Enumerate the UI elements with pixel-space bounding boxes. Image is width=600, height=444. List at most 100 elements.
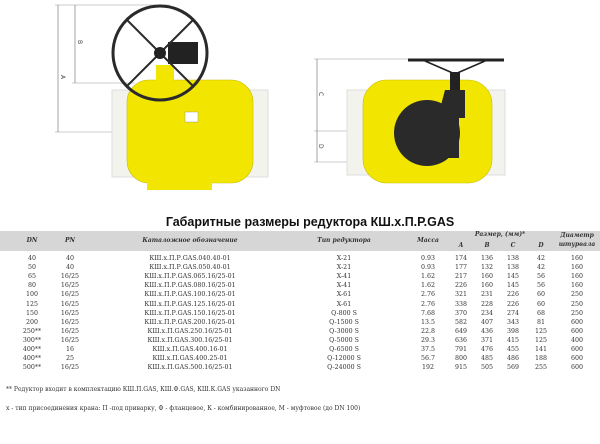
nameplate — [184, 111, 199, 123]
cell-pn: 16/25 — [60, 327, 80, 335]
cell-dn: 150 — [25, 309, 39, 317]
table-row: 40 40 КШ.х.П.Р.GAS.040.40-01 X-21 0.93 174 136… — [0, 255, 600, 263]
cell-dn: 80 — [27, 282, 37, 290]
cell-d: 68 — [536, 309, 546, 317]
header-type: Тип редуктора — [317, 237, 371, 244]
gearbox-side — [394, 100, 460, 166]
cell-c: 145 — [506, 273, 520, 281]
cell-d: 81 — [536, 318, 546, 326]
cell-c: 486 — [506, 355, 520, 363]
cell-mass: 13.5 — [420, 318, 436, 326]
cell-pn: 16/25 — [60, 336, 80, 344]
cell-a: 582 — [454, 318, 468, 326]
cell-catalog: КШ.х.П.Р.GAS.125.16/25-01 — [144, 300, 236, 308]
cell-b: 436 — [480, 327, 494, 335]
cell-c: 138 — [506, 255, 520, 262]
cell-c: 274 — [506, 309, 520, 317]
handwheel — [111, 4, 209, 102]
cell-a: 636 — [454, 336, 468, 344]
header-d: D — [538, 242, 544, 249]
cell-type: X-61 — [336, 300, 352, 308]
table-row: 80 16/25 КШ.х.П.Р.GAS.080.16/25-01 X-41 1.62… — [0, 282, 600, 290]
cell-c: 226 — [506, 291, 520, 299]
cell-type: Q-800 S — [331, 309, 357, 317]
cell-a: 177 — [454, 264, 468, 272]
cell-mass: 0.93 — [420, 255, 436, 262]
side-view-drawing: C D — [314, 58, 506, 184]
cell-catalog: КШ.х.П.GAS.400.25-01 — [152, 355, 228, 363]
cell-dn: 40 — [27, 255, 37, 262]
table-header: DN PN Каталожное обозначение Тип редукто… — [0, 231, 600, 251]
table-row: 100 16/25 КШ.х.П.Р.GAS.100.16/25-01 X-61 2.7… — [0, 291, 600, 299]
cell-wheel: 600 — [570, 364, 584, 372]
cell-c: 145 — [506, 282, 520, 290]
cell-catalog: КШ.х.П.GAS.300.16/25-01 — [147, 336, 233, 344]
cell-dn: 65 — [27, 273, 37, 281]
cell-catalog: КШ.х.П.Р.GAS.080.16/25-01 — [144, 282, 236, 290]
cell-d: 56 — [536, 273, 546, 281]
cell-pn: 16/25 — [60, 273, 80, 281]
header-pn: PN — [65, 237, 75, 244]
cell-a: 370 — [454, 309, 468, 317]
dimension-a-label: A — [59, 75, 66, 80]
cell-dn: 250** — [22, 327, 42, 335]
cell-d: 188 — [534, 355, 548, 363]
cell-pn: 16 — [65, 346, 75, 353]
cell-type: X-21 — [336, 255, 352, 262]
cell-dn: 100 — [25, 291, 39, 299]
cell-mass: 1.62 — [420, 273, 436, 281]
cell-dn: 300** — [22, 336, 42, 344]
cell-mass: 2.76 — [420, 300, 436, 308]
header-size: Размер, (мм)* — [474, 231, 526, 238]
cell-a: 217 — [454, 273, 468, 281]
cell-d: 141 — [534, 346, 548, 353]
cell-dn: 500** — [22, 364, 42, 372]
footnote-connection-type: х - тип присоединения крана: П -под прив… — [6, 405, 361, 412]
cell-type: X-21 — [336, 264, 352, 272]
cell-mass: 37.5 — [420, 346, 436, 353]
cell-wheel: 250 — [570, 291, 584, 299]
cell-b: 228 — [480, 300, 494, 308]
table-row: 400** 25 КШ.х.П.GAS.400.25-01 Q-12000 S 56.7… — [0, 355, 600, 363]
header-b: B — [484, 242, 490, 249]
cell-d: 125 — [534, 336, 548, 344]
cell-d: 60 — [536, 291, 546, 299]
front-view-drawing: A B — [55, 4, 269, 190]
cell-pn: 16/25 — [60, 291, 80, 299]
cell-mass: 7.68 — [420, 309, 436, 317]
cell-mass: 1.62 — [420, 282, 436, 290]
table-row: 125 16/25 КШ.х.П.Р.GAS.125.16/25-01 X-61 2.7… — [0, 301, 600, 309]
cell-wheel: 160 — [570, 264, 584, 272]
cell-pn: 25 — [65, 355, 75, 363]
cell-wheel: 600 — [570, 346, 584, 353]
table-row: 250** 16/25 КШ.х.П.GAS.250.16/25-01 Q-3000 … — [0, 328, 600, 336]
cell-pn: 16/25 — [60, 309, 80, 317]
cell-pn: 16/25 — [60, 282, 80, 290]
header-wheel: Диаметр — [560, 232, 594, 239]
cell-pn: 16/25 — [60, 318, 80, 326]
cell-a: 226 — [454, 282, 468, 290]
cell-type: Q-24000 S — [327, 364, 361, 372]
cell-b: 136 — [480, 255, 494, 262]
cell-d: 42 — [536, 264, 546, 272]
cell-a: 338 — [454, 300, 468, 308]
cell-catalog: КШ.х.П.Р.GAS.150.16/25-01 — [144, 309, 236, 317]
cell-mass: 56.7 — [420, 355, 436, 363]
cell-b: 407 — [480, 318, 494, 326]
table-row: 50 40 КШ.х.П.Р.GAS.050.40-01 X-21 0.93 177 132… — [0, 264, 600, 272]
cell-type: Q-12000 S — [327, 355, 361, 363]
cell-pn: 40 — [65, 255, 75, 262]
cell-dn: 50 — [27, 264, 37, 272]
cell-catalog: КШ.х.П.Р.GAS.050.40-01 — [149, 264, 231, 272]
cell-b: 231 — [480, 291, 494, 299]
cell-wheel: 250 — [570, 300, 584, 308]
cell-mass: 2.76 — [420, 291, 436, 299]
cell-b: 505 — [480, 364, 494, 372]
cell-mass: 29.3 — [420, 336, 436, 344]
cell-b: 485 — [480, 355, 494, 363]
cell-dn: 200 — [25, 318, 39, 326]
cell-catalog: КШ.х.П.Р.GAS.100.16/25-01 — [144, 291, 236, 299]
cell-b: 234 — [480, 309, 494, 317]
table-row: 200 16/25 КШ.х.П.Р.GAS.200.16/25-01 Q-1500 … — [0, 319, 600, 327]
cell-wheel: 160 — [570, 255, 584, 262]
